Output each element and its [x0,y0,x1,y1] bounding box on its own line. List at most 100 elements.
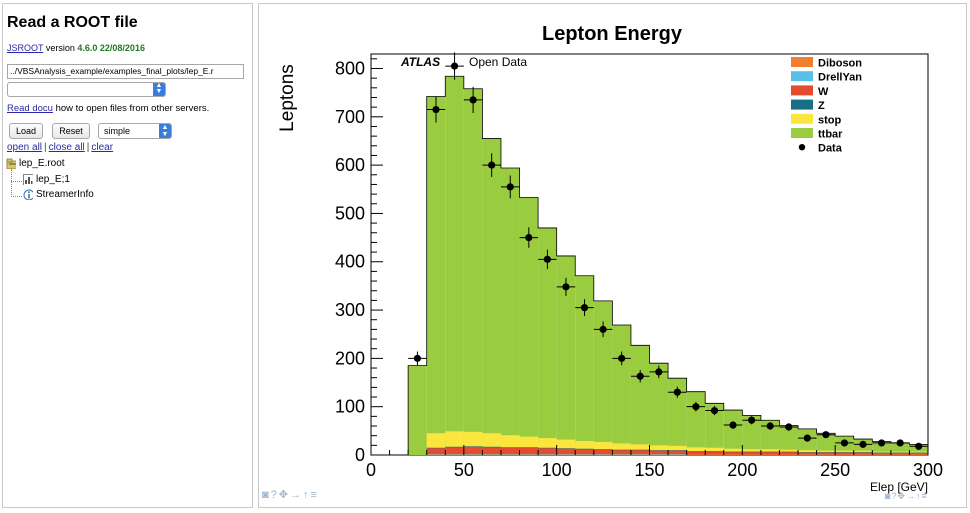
tree-item-label: StreamerInfo [36,189,94,200]
help-icon[interactable]: ? [270,489,279,501]
stack-bar-drellyan [630,454,650,455]
legend-label: stop [818,114,842,126]
load-button[interactable]: Load [9,123,43,139]
stack-bar-w [445,447,464,455]
camera-icon[interactable]: ◙ [885,491,892,501]
data-point [636,372,644,380]
data-point [822,431,830,439]
stack-bar-drellyan [649,454,669,455]
updown-arrow-icon: ▲ ▼ [153,82,165,96]
stack-bar-drellyan [593,454,613,455]
data-point [469,96,477,104]
stack-bar-w [463,446,483,455]
lepton-energy-chart[interactable]: Lepton Energy Leptons Elep [GeV] 0 50 100 1… [258,3,967,508]
stack-bar-w [612,450,631,455]
arrow-up-icon[interactable]: ↑ [916,491,922,501]
y-tick-label: 400 [335,252,365,272]
x-tick-label: 200 [727,460,757,480]
canvas-toolbar-right: ◙?✥→↑≡ [885,491,928,502]
read-docu-link[interactable]: Read docu [7,103,53,114]
stack-bar-w [835,452,854,455]
move-icon[interactable]: ✥ [897,491,906,501]
data-point [543,255,551,263]
jsroot-link[interactable]: JSROOT [7,43,44,53]
stack-bar-w [686,451,706,455]
data-point [488,161,496,169]
stack-bar-drellyan [426,454,446,455]
stack-bar-w [556,448,576,455]
stack-bar-ttbar [630,345,650,455]
stack-bar-w [538,448,557,455]
stack-bar-w [519,447,539,455]
legend-swatch-ttbar [791,128,813,138]
canvas-toolbar: ◙?✥→↑≡ [262,488,319,501]
data-point [599,325,607,333]
legend-label: DrellYan [818,72,862,84]
tree-item-root-file[interactable]: lep_E.root [6,158,65,169]
layout-select[interactable]: simple ▲ ▼ [98,123,172,139]
stack-bar-drellyan [482,454,501,455]
stack-bar-drellyan [556,454,576,455]
stack-bar-w [798,452,817,455]
help-icon[interactable]: ? [891,491,898,501]
stack-bar-w [482,447,501,455]
version-word: version [45,43,75,53]
stack-bar-ttbar [463,88,483,455]
arrow-right-icon[interactable]: → [290,489,303,501]
stack-outline [407,75,929,455]
data-point [877,439,886,447]
atlas-label: ATLAS [400,55,440,69]
clear-link[interactable]: clear [91,142,114,153]
camera-icon[interactable]: ◙ [262,489,271,501]
legend-marker-data [798,144,806,151]
stack-bar-drellyan [500,454,520,455]
tree-item-label: lep_E;1 [36,174,70,185]
data-point [450,62,459,70]
legend-label: Z [818,100,825,112]
stack-bar-ttbar [575,275,594,455]
close-all-link[interactable]: close all [48,142,85,153]
y-tick-label: 700 [335,107,365,127]
open-all-link[interactable]: open all [7,142,43,153]
move-icon[interactable]: ✥ [278,489,290,501]
data-point [896,439,904,447]
data-point [710,406,719,415]
layout-select-value: simple [104,126,131,136]
data-point [859,440,867,448]
menu-icon[interactable]: ≡ [921,491,928,501]
stack-bar-w [779,452,799,455]
tree-item-histogram[interactable]: lep_E;1 [23,174,70,185]
stack-bar-drellyan [668,454,687,455]
arrow-right-icon[interactable]: → [906,491,916,501]
legend-swatch-diboson [791,57,813,67]
stack-bar-stop [612,443,631,455]
stack-bar-w [853,452,873,455]
tree-item-streamerinfo[interactable]: StreamerInfo [23,189,94,200]
menu-icon[interactable]: ≡ [310,489,319,501]
stack-bar-w [705,451,724,455]
histogram-icon [23,174,33,185]
stack-bar-w [575,449,594,455]
file-select-dropdown[interactable]: ▲ ▼ [7,82,166,97]
y-tick-label: 0 [355,445,365,465]
reset-button[interactable]: Reset [52,123,90,139]
stack-bar-drellyan [463,454,483,455]
arrow-up-icon[interactable]: ↑ [303,489,311,501]
stack-bar-ttbar [760,420,780,455]
updown-arrow-icon: ▲ ▼ [159,124,171,138]
stack-bar-w [426,448,446,455]
stack-bar-w [872,453,891,455]
file-path-input[interactable]: ../VBSAnalysis_example/examples_final_pl… [7,64,244,79]
stack-bar-ttbar [742,415,761,455]
stack-bar-w [816,452,836,455]
stack-bar-drellyan [445,454,464,455]
y-tick-label: 800 [335,58,365,78]
docu-line: Read docu how to open files from other s… [7,103,209,114]
data-point [729,421,737,429]
data-point [785,423,793,431]
data-point [413,354,422,362]
page-title: Read a ROOT file [7,14,138,31]
stack-bar-ttbar [593,300,613,455]
data-point [432,105,440,114]
stack-bar-w [649,450,669,455]
